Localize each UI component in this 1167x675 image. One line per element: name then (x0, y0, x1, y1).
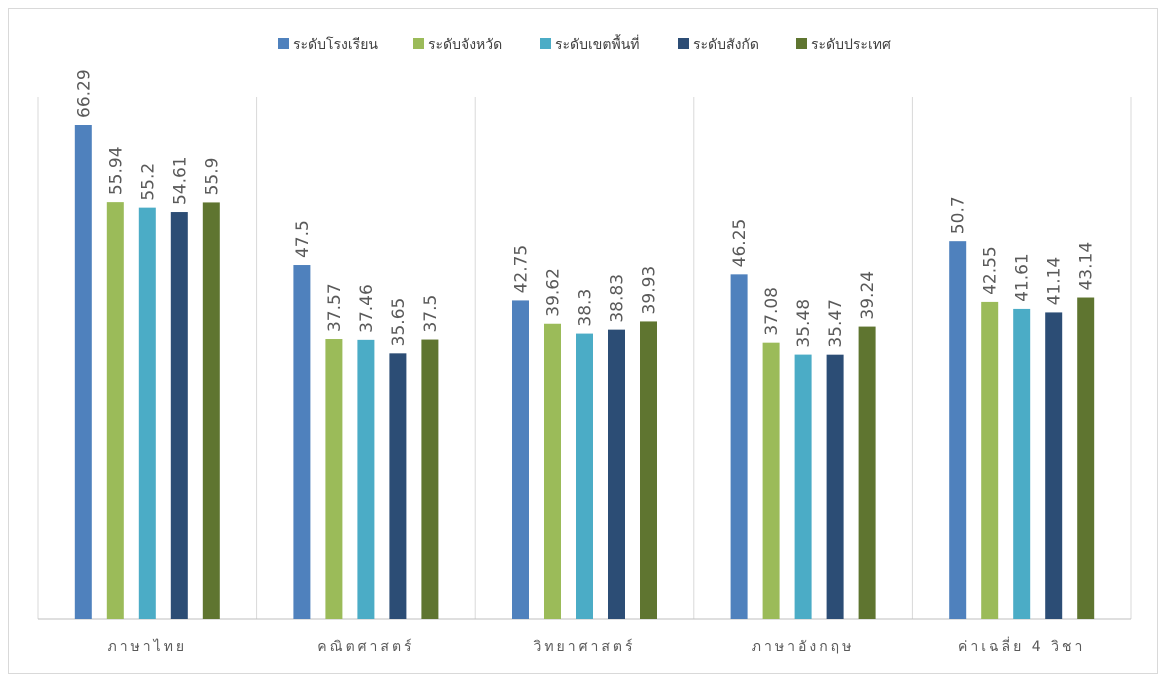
category-label: ภาษาไทย (107, 638, 187, 655)
bar-5-1 (202, 202, 220, 619)
category-label: ภาษาอังกฤษ (752, 639, 855, 655)
value-label: 37.57 (325, 283, 345, 332)
bar-2-2 (325, 339, 343, 619)
bar-4-4 (826, 354, 844, 619)
bar-3-2 (357, 339, 375, 619)
value-label: 38.3 (576, 289, 596, 327)
value-label: 39.62 (544, 268, 564, 317)
bar-3-4 (794, 354, 812, 619)
category-label: คณิตศาสตร์ (317, 638, 414, 655)
value-label: 35.65 (389, 298, 409, 347)
value-label: 66.29 (74, 69, 94, 118)
value-label: 37.46 (357, 284, 377, 333)
category-label: วิทยาศาสตร์ (533, 638, 635, 655)
bar-4-2 (389, 353, 407, 619)
value-label: 38.83 (608, 274, 628, 323)
bar-5-2 (421, 339, 439, 619)
value-label: 37.08 (762, 287, 782, 336)
value-label: 39.24 (858, 271, 878, 320)
value-label: 42.55 (981, 246, 1001, 295)
value-label: 41.14 (1045, 257, 1065, 306)
bar-3-3 (576, 333, 593, 619)
value-label: 35.48 (794, 299, 814, 348)
bar-1-3 (512, 300, 529, 619)
bar-2-4 (762, 342, 780, 619)
value-label: 47.5 (293, 220, 313, 258)
bar-2-3 (544, 323, 561, 619)
bar-4-1 (170, 212, 188, 619)
value-label: 55.2 (138, 163, 158, 201)
bar-3-1 (138, 207, 156, 619)
legend-swatch (678, 38, 689, 49)
legend-swatch (796, 38, 807, 49)
bar-4-3 (608, 329, 625, 619)
category-label: ค่าเฉลี่ย 4 วิชา (958, 637, 1085, 655)
value-label: 50.7 (949, 196, 969, 234)
legend-swatch (540, 38, 551, 49)
legend-swatch (278, 38, 289, 49)
bar-5-4 (858, 326, 876, 619)
bar-2-1 (106, 202, 124, 620)
value-label: 54.61 (170, 156, 190, 205)
bar-5-3 (640, 321, 657, 619)
legend-label: ระดับโรงเรียน (293, 36, 378, 53)
legend-label: ระดับประเทศ (811, 37, 891, 53)
bar-1-1 (74, 125, 92, 619)
value-label: 43.14 (1077, 242, 1097, 291)
value-label: 42.75 (512, 245, 532, 294)
bar-1-4 (730, 274, 748, 619)
bar-4-5 (1045, 312, 1063, 619)
value-label: 55.94 (106, 146, 126, 195)
legend-label: ระดับสังกัด (693, 37, 759, 53)
bar-5-5 (1077, 297, 1095, 619)
value-label: 55.9 (202, 158, 222, 196)
legend-swatch (413, 38, 424, 49)
bar-1-5 (949, 241, 967, 619)
value-label: 37.5 (421, 295, 441, 333)
value-label: 46.25 (730, 219, 750, 268)
bar-1-2 (293, 265, 311, 619)
legend-label: ระดับจังหวัด (428, 37, 502, 53)
bar-2-5 (981, 301, 999, 619)
value-label: 39.93 (640, 266, 660, 315)
bar-3-5 (1013, 308, 1031, 619)
value-label: 41.61 (1013, 253, 1033, 302)
value-label: 35.47 (826, 299, 846, 348)
legend-label: ระดับเขตพื้นที่ (555, 34, 640, 53)
